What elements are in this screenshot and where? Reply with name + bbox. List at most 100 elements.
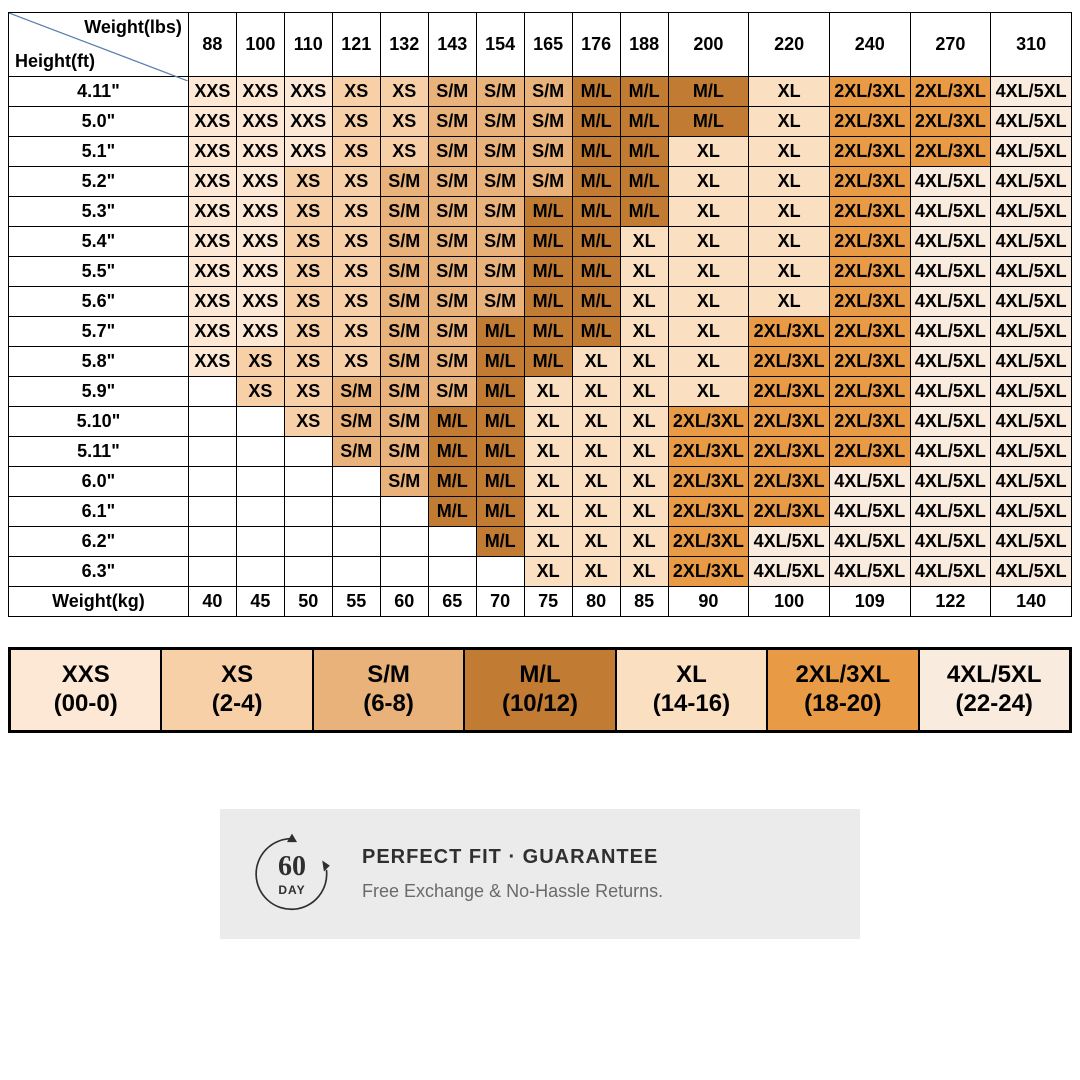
- size-cell: 2XL/3XL: [668, 527, 749, 557]
- size-cell: S/M: [380, 287, 428, 317]
- size-cell: XS: [332, 197, 380, 227]
- size-cell: 2XL/3XL: [829, 197, 910, 227]
- size-cell: XS: [332, 137, 380, 167]
- col-kg: 65: [428, 587, 476, 617]
- size-cell: M/L: [620, 107, 668, 137]
- size-cell: M/L: [668, 107, 749, 137]
- size-cell: [332, 497, 380, 527]
- badge-number: 60: [278, 851, 306, 883]
- size-cell: 2XL/3XL: [668, 437, 749, 467]
- size-cell: 4XL/5XL: [991, 557, 1072, 587]
- col-kg: 122: [910, 587, 991, 617]
- size-cell: S/M: [380, 437, 428, 467]
- col-kg: 60: [380, 587, 428, 617]
- size-cell: M/L: [572, 317, 620, 347]
- size-cell: 4XL/5XL: [991, 377, 1072, 407]
- col-kg: 140: [991, 587, 1072, 617]
- size-cell: [476, 557, 524, 587]
- row-height: 5.5": [9, 257, 189, 287]
- col-lbs: 270: [910, 13, 991, 77]
- size-cell: [188, 497, 236, 527]
- size-cell: S/M: [428, 197, 476, 227]
- size-cell: M/L: [572, 287, 620, 317]
- size-cell: XXS: [188, 347, 236, 377]
- size-cell: 4XL/5XL: [991, 467, 1072, 497]
- size-cell: S/M: [380, 197, 428, 227]
- size-cell: XL: [620, 257, 668, 287]
- size-cell: [284, 497, 332, 527]
- size-cell: XL: [620, 497, 668, 527]
- size-cell: 2XL/3XL: [668, 497, 749, 527]
- row-height: 5.1": [9, 137, 189, 167]
- size-cell: [380, 497, 428, 527]
- size-cell: 2XL/3XL: [829, 107, 910, 137]
- size-cell: M/L: [620, 197, 668, 227]
- size-cell: S/M: [524, 167, 572, 197]
- legend-size: S/M: [367, 661, 410, 690]
- size-cell: S/M: [476, 227, 524, 257]
- size-cell: XL: [620, 527, 668, 557]
- size-cell: 4XL/5XL: [910, 437, 991, 467]
- size-chart-table: Weight(lbs)Height(ft)8810011012113214315…: [8, 12, 1072, 617]
- row-height: 6.1": [9, 497, 189, 527]
- size-cell: XS: [284, 197, 332, 227]
- size-cell: S/M: [332, 377, 380, 407]
- legend-size: M/L: [519, 661, 560, 690]
- size-cell: S/M: [428, 317, 476, 347]
- size-cell: XL: [668, 317, 749, 347]
- size-cell: [284, 437, 332, 467]
- size-cell: S/M: [380, 317, 428, 347]
- guarantee-title: PERFECT FIT · GUARANTEE: [362, 846, 663, 869]
- size-cell: XL: [620, 317, 668, 347]
- size-cell: [188, 377, 236, 407]
- size-cell: S/M: [524, 77, 572, 107]
- col-kg: 109: [829, 587, 910, 617]
- size-cell: [188, 467, 236, 497]
- row-height: 5.6": [9, 287, 189, 317]
- size-cell: [380, 557, 428, 587]
- size-cell: XS: [332, 227, 380, 257]
- size-cell: XL: [749, 137, 830, 167]
- legend-size: XL: [676, 661, 707, 690]
- row-height: 6.0": [9, 467, 189, 497]
- col-lbs: 200: [668, 13, 749, 77]
- size-cell: 2XL/3XL: [749, 497, 830, 527]
- size-cell: XS: [332, 257, 380, 287]
- size-cell: 2XL/3XL: [829, 77, 910, 107]
- size-cell: 2XL/3XL: [668, 557, 749, 587]
- col-kg: 50: [284, 587, 332, 617]
- guarantee-box: 60 DAY PERFECT FIT · GUARANTEE Free Exch…: [220, 809, 860, 939]
- size-cell: S/M: [476, 137, 524, 167]
- legend-range: (18-20): [804, 690, 881, 719]
- legend-item: XL(14-16): [617, 650, 768, 730]
- size-cell: S/M: [380, 347, 428, 377]
- size-cell: [284, 467, 332, 497]
- legend-range: (00-0): [54, 690, 118, 719]
- col-kg: 55: [332, 587, 380, 617]
- size-cell: [236, 407, 284, 437]
- size-cell: M/L: [428, 497, 476, 527]
- size-cell: [188, 527, 236, 557]
- size-cell: 2XL/3XL: [749, 437, 830, 467]
- row-height: 5.3": [9, 197, 189, 227]
- size-cell: 2XL/3XL: [829, 437, 910, 467]
- size-cell: 4XL/5XL: [910, 347, 991, 377]
- guarantee-badge: 60 DAY: [250, 832, 334, 916]
- size-cell: XL: [572, 557, 620, 587]
- size-cell: XXS: [236, 107, 284, 137]
- size-cell: 2XL/3XL: [829, 257, 910, 287]
- size-cell: XS: [332, 287, 380, 317]
- size-cell: [188, 557, 236, 587]
- size-cell: [284, 557, 332, 587]
- size-cell: M/L: [428, 437, 476, 467]
- size-cell: S/M: [476, 167, 524, 197]
- size-cell: [380, 527, 428, 557]
- size-cell: [332, 527, 380, 557]
- col-lbs: 176: [572, 13, 620, 77]
- size-cell: [236, 467, 284, 497]
- col-kg: 85: [620, 587, 668, 617]
- size-cell: XXS: [188, 167, 236, 197]
- size-cell: XL: [572, 407, 620, 437]
- legend-range: (10/12): [502, 690, 578, 719]
- size-cell: S/M: [428, 287, 476, 317]
